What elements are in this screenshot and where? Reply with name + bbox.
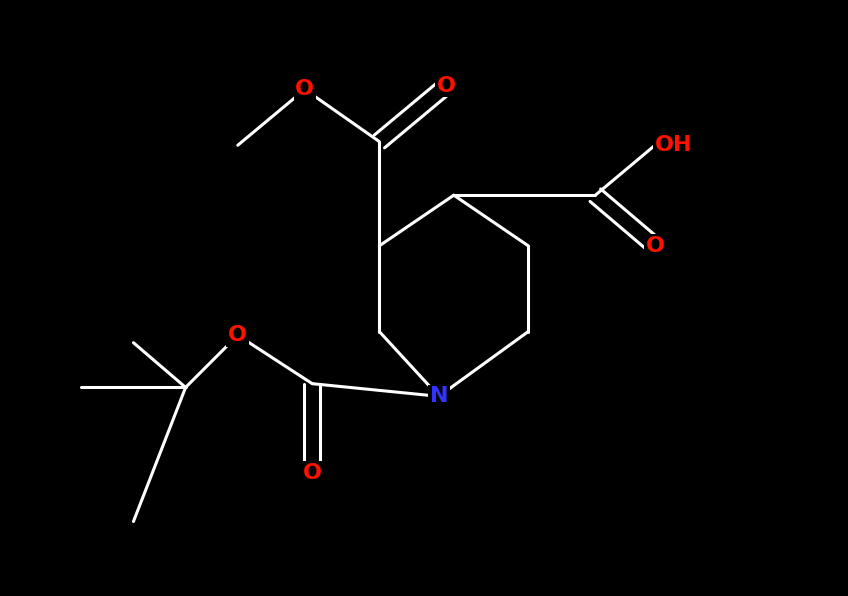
Text: O: O: [295, 79, 315, 100]
Text: O: O: [437, 76, 456, 96]
Text: O: O: [303, 463, 321, 483]
Text: O: O: [645, 236, 665, 256]
Text: O: O: [228, 325, 248, 345]
Text: OH: OH: [655, 135, 693, 156]
Text: N: N: [430, 386, 448, 406]
